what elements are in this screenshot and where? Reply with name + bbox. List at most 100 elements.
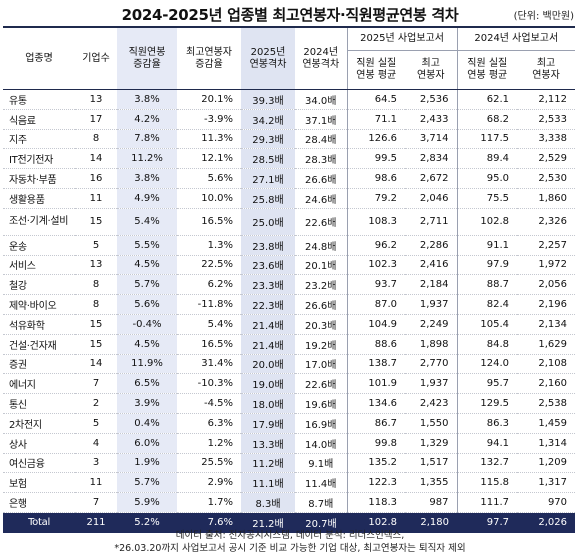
footnote: *26.03.20까지 사업보고서 공시 기준 비교 가능한 기업 대상, 최고… — [114, 543, 466, 554]
cell-gap-2024: 11.4배 — [295, 472, 347, 494]
cell-employee-change: 3.9% — [117, 393, 177, 414]
cell-gap-2025: 29.3배 — [241, 129, 295, 150]
table-row: 철강 8 5.7% 6.2% 23.3배 23.2배 93.7 2,184 88.7 2,056 — [3, 274, 576, 296]
table-row: 생활용품 11 4.9% 10.0% 25.8배 24.6배 79.2 2,046 75.5 1,… — [3, 188, 576, 209]
cell-gap-2025: 23.6배 — [241, 255, 295, 276]
cell-emp-avg-2025: 86.7 — [346, 413, 405, 434]
cell-emp-avg-2025: 135.2 — [346, 453, 405, 474]
cell-companies: 17 — [75, 109, 117, 130]
cell-employee-change: 3.8% — [117, 168, 177, 189]
header-top-earner-2025: 최고 연봉자 — [405, 50, 458, 90]
cell-emp-avg-2024: 86.3 — [456, 413, 518, 434]
table-row: 증권 14 11.9% 31.4% 20.0배 17.0배 138.7 2,770 124.0 2… — [3, 354, 576, 375]
cell-emp-avg-2024: 95.0 — [456, 168, 518, 189]
cell-emp-avg-2024: 84.8 — [456, 334, 518, 355]
cell-emp-avg-2024: 62.1 — [456, 89, 518, 110]
cell-employee-change: 1.9% — [117, 453, 177, 474]
table-row: 제약·바이오 8 5.6% -11.8% 22.3배 26.6배 87.0 1,937 82.4… — [3, 294, 576, 315]
cell-industry: 보험 — [3, 472, 75, 494]
cell-top-change: -11.8% — [177, 294, 241, 315]
table-row: 조선·기계·설비 15 5.4% 16.5% 25.0배 22.6배 108.3 2,711 1… — [3, 208, 576, 236]
cell-top-change: 1.7% — [177, 492, 241, 513]
cell-emp-avg-2025: 138.7 — [346, 354, 405, 375]
cell-employee-change: 5.6% — [117, 294, 177, 315]
cell-gap-2025: 25.0배 — [241, 208, 295, 236]
table-row: 유통 13 3.8% 20.1% 39.3배 34.0배 64.5 2,536 62.1 2,11… — [3, 89, 576, 110]
cell-employee-change: 11.2% — [117, 148, 177, 170]
header-emp-avg-2024: 직원 실질 연봉 평균 — [456, 50, 518, 90]
cell-top-change: 6.2% — [177, 274, 241, 296]
cell-emp-avg-2024: 91.1 — [456, 235, 518, 256]
cell-gap-2024: 19.2배 — [295, 334, 347, 355]
cell-gap-2024: 20.3배 — [295, 314, 347, 335]
cell-companies: 2 — [75, 393, 117, 414]
cell-industry: 조선·기계·설비 — [3, 208, 75, 236]
header-top-earner-2024: 최고 연봉자 — [517, 50, 576, 90]
cell-top-earner-2024: 2,112 — [517, 89, 576, 110]
cell-gap-2024: 19.6배 — [295, 393, 347, 414]
header-industry: 업종명 — [3, 26, 75, 90]
cell-top-change: 22.5% — [177, 255, 241, 276]
cell-industry: 지주 — [3, 129, 75, 150]
table-row: 상사 4 6.0% 1.2% 13.3배 14.0배 99.8 1,329 94.1 1,314 — [3, 433, 576, 454]
cell-gap-2025: 20.0배 — [241, 354, 295, 375]
cell-top-earner-2024: 2,026 — [517, 512, 576, 533]
cell-employee-change: 11.9% — [117, 354, 177, 375]
cell-emp-avg-2025: 96.2 — [346, 235, 405, 256]
cell-industry: 건설·건자재 — [3, 334, 75, 355]
cell-emp-avg-2025: 93.7 — [346, 274, 405, 296]
salary-gap-table: 업종명 기업수 직원연봉 증감율 최고연봉자 증감율 2025년 연봉격차 20… — [3, 26, 576, 533]
cell-gap-2024: 26.6배 — [295, 294, 347, 315]
cell-top-change: 1.2% — [177, 433, 241, 454]
cell-emp-avg-2025: 64.5 — [346, 89, 405, 110]
cell-emp-avg-2024: 95.7 — [456, 373, 518, 395]
cell-top-earner-2025: 2,433 — [405, 109, 458, 130]
cell-gap-2024: 24.8배 — [295, 235, 347, 256]
cell-top-earner-2024: 2,529 — [517, 148, 576, 170]
cell-industry: 2차전지 — [3, 413, 75, 434]
cell-gap-2025: 25.8배 — [241, 188, 295, 209]
cell-top-earner-2024: 2,538 — [517, 393, 576, 414]
cell-top-earner-2024: 2,257 — [517, 235, 576, 256]
cell-employee-change: 6.0% — [117, 433, 177, 454]
cell-gap-2025: 13.3배 — [241, 433, 295, 454]
cell-top-earner-2025: 1,355 — [405, 472, 458, 494]
table-row: 식음료 17 4.2% -3.9% 34.2배 37.1배 71.1 2,433 68.2 2,5… — [3, 109, 576, 130]
table-row: IT전기전자 14 11.2% 12.1% 28.5배 28.3배 99.5 2,834 89.… — [3, 148, 576, 170]
cell-top-earner-2024: 970 — [517, 492, 576, 513]
cell-top-earner-2025: 2,770 — [405, 354, 458, 375]
cell-gap-2025: 8.3배 — [241, 492, 295, 513]
cell-industry: 철강 — [3, 274, 75, 296]
header-top-change: 최고연봉자 증감율 — [177, 26, 241, 90]
cell-emp-avg-2024: 88.7 — [456, 274, 518, 296]
cell-gap-2025: 34.2배 — [241, 109, 295, 130]
cell-top-change: 7.6% — [177, 512, 241, 533]
cell-top-earner-2025: 2,711 — [405, 208, 458, 236]
cell-emp-avg-2024: 129.5 — [456, 393, 518, 414]
cell-emp-avg-2024: 89.4 — [456, 148, 518, 170]
cell-companies: 7 — [75, 373, 117, 395]
table-row: 여신금융 3 1.9% 25.5% 11.2배 9.1배 135.2 1,517 132.7 1,… — [3, 453, 576, 474]
cell-industry: 식음료 — [3, 109, 75, 130]
cell-top-earner-2025: 2,834 — [405, 148, 458, 170]
cell-top-change: -3.9% — [177, 109, 241, 130]
cell-gap-2024: 8.7배 — [295, 492, 347, 513]
cell-top-earner-2025: 987 — [405, 492, 458, 513]
cell-gap-2025: 27.1배 — [241, 168, 295, 189]
cell-industry: 에너지 — [3, 373, 75, 395]
cell-gap-2024: 37.1배 — [295, 109, 347, 130]
cell-companies: 8 — [75, 129, 117, 150]
cell-employee-change: 6.5% — [117, 373, 177, 395]
cell-top-change: 10.0% — [177, 188, 241, 209]
cell-emp-avg-2025: 134.6 — [346, 393, 405, 414]
title-row: 2024-2025년 업종별 최고연봉자·직원평균연봉 격차 (단위: 백만원) — [0, 0, 580, 26]
cell-companies: 211 — [75, 512, 117, 533]
cell-emp-avg-2025: 122.3 — [346, 472, 405, 494]
cell-companies: 5 — [75, 235, 117, 256]
cell-companies: 3 — [75, 453, 117, 474]
cell-top-change: 16.5% — [177, 208, 241, 236]
cell-top-earner-2025: 1,937 — [405, 373, 458, 395]
cell-top-earner-2024: 1,972 — [517, 255, 576, 276]
cell-industry: 자동차·부품 — [3, 168, 75, 189]
cell-gap-2024: 14.0배 — [295, 433, 347, 454]
